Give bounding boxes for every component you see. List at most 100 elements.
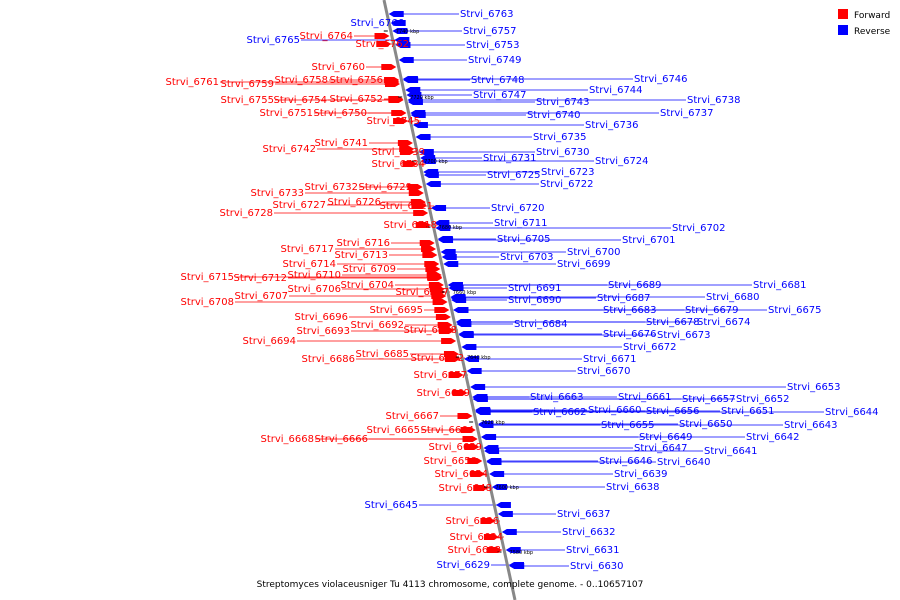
gene-label-strvi_6694[interactable]: Strvi_6694 <box>242 336 296 347</box>
gene-label-strvi_6720[interactable]: Strvi_6720 <box>491 203 545 214</box>
gene-label-strvi_6666[interactable]: Strvi_6666 <box>314 434 368 445</box>
gene-label-strvi_6749[interactable]: Strvi_6749 <box>468 55 522 66</box>
gene-label-strvi_6703[interactable]: Strvi_6703 <box>500 252 554 263</box>
gene-label-strvi_6759[interactable]: Strvi_6759 <box>220 79 274 90</box>
gene-label-strvi_6675[interactable]: Strvi_6675 <box>768 305 822 316</box>
gene-label-strvi_6730[interactable]: Strvi_6730 <box>536 147 590 158</box>
gene-label-strvi_6634[interactable]: Strvi_6634 <box>449 532 503 543</box>
gene-label-strvi_6665[interactable]: Strvi_6665 <box>366 425 420 436</box>
gene-label-strvi_6660[interactable]: Strvi_6660 <box>588 405 642 416</box>
gene-label-strvi_6696[interactable]: Strvi_6696 <box>294 312 348 323</box>
gene-label-strvi_6684[interactable]: Strvi_6684 <box>514 319 568 330</box>
gene-label-strvi_6678[interactable]: Strvi_6678 <box>646 317 700 328</box>
gene-label-strvi_6752[interactable]: Strvi_6752 <box>329 94 383 105</box>
gene-label-strvi_6706[interactable]: Strvi_6706 <box>287 284 341 295</box>
gene-label-strvi_6677[interactable]: Strvi_6677 <box>413 370 467 381</box>
gene-label-strvi_6743[interactable]: Strvi_6743 <box>536 97 590 108</box>
gene-label-strvi_6642[interactable]: Strvi_6642 <box>746 432 800 443</box>
gene-label-strvi_6715[interactable]: Strvi_6715 <box>180 272 234 283</box>
gene-label-strvi_6633[interactable]: Strvi_6633 <box>447 545 501 556</box>
gene-label-strvi_6656[interactable]: Strvi_6656 <box>646 406 700 417</box>
gene-label-strvi_6732[interactable]: Strvi_6732 <box>304 182 358 193</box>
gene-label-strvi_6765[interactable]: Strvi_6765 <box>246 35 300 46</box>
gene-label-strvi_6693[interactable]: Strvi_6693 <box>296 326 350 337</box>
gene-label-strvi_6718[interactable]: Strvi_6718 <box>383 220 437 231</box>
gene-label-strvi_6688[interactable]: Strvi_6688 <box>403 325 457 336</box>
gene-label-strvi_6639[interactable]: Strvi_6639 <box>614 469 668 480</box>
gene-label-strvi_6712[interactable]: Strvi_6712 <box>233 273 287 284</box>
gene-label-strvi_6658[interactable]: Strvi_6658 <box>423 456 477 467</box>
gene-label-strvi_6689[interactable]: Strvi_6689 <box>608 280 662 291</box>
gene-label-strvi_6701[interactable]: Strvi_6701 <box>622 235 676 246</box>
gene-label-strvi_6729[interactable]: Strvi_6729 <box>358 182 412 193</box>
gene-label-strvi_6629[interactable]: Strvi_6629 <box>436 560 490 571</box>
gene-label-strvi_6740[interactable]: Strvi_6740 <box>527 110 581 121</box>
gene-label-strvi_6754[interactable]: Strvi_6754 <box>273 95 327 106</box>
gene-label-strvi_6734[interactable]: Strvi_6734 <box>371 159 425 170</box>
gene-label-strvi_6750[interactable]: Strvi_6750 <box>313 108 367 119</box>
gene-label-strvi_6676[interactable]: Strvi_6676 <box>603 329 657 340</box>
gene-label-strvi_6710[interactable]: Strvi_6710 <box>287 270 341 281</box>
gene-label-strvi_6717[interactable]: Strvi_6717 <box>280 244 334 255</box>
gene-label-strvi_6683[interactable]: Strvi_6683 <box>603 305 657 316</box>
gene-label-strvi_6764[interactable]: Strvi_6764 <box>299 31 353 42</box>
gene-label-strvi_6751[interactable]: Strvi_6751 <box>259 108 313 119</box>
gene-label-strvi_6757[interactable]: Strvi_6757 <box>463 26 517 37</box>
gene-label-strvi_6748[interactable]: Strvi_6748 <box>471 75 525 86</box>
gene-label-strvi_6640[interactable]: Strvi_6640 <box>657 457 711 468</box>
gene-label-strvi_6662[interactable]: Strvi_6662 <box>533 407 587 418</box>
gene-label-strvi_6653[interactable]: Strvi_6653 <box>787 382 841 393</box>
gene-label-strvi_6695[interactable]: Strvi_6695 <box>369 305 423 316</box>
gene-label-strvi_6702[interactable]: Strvi_6702 <box>672 223 726 234</box>
gene-label-strvi_6630[interactable]: Strvi_6630 <box>570 561 624 572</box>
gene-label-strvi_6726[interactable]: Strvi_6726 <box>327 197 381 208</box>
gene-label-strvi_6766[interactable]: Strvi_6766 <box>350 18 404 29</box>
gene-label-strvi_6736[interactable]: Strvi_6736 <box>585 120 639 131</box>
gene-label-strvi_6731[interactable]: Strvi_6731 <box>483 153 537 164</box>
gene-label-strvi_6761[interactable]: Strvi_6761 <box>165 77 219 88</box>
gene-label-strvi_6721[interactable]: Strvi_6721 <box>379 201 433 212</box>
gene-label-strvi_6708[interactable]: Strvi_6708 <box>180 297 234 308</box>
gene-label-strvi_6756[interactable]: Strvi_6756 <box>329 75 383 86</box>
gene-label-strvi_6700[interactable]: Strvi_6700 <box>567 247 621 258</box>
gene-label-strvi_6713[interactable]: Strvi_6713 <box>334 250 388 261</box>
gene-label-strvi_6647[interactable]: Strvi_6647 <box>634 443 688 454</box>
gene-label-strvi_6652[interactable]: Strvi_6652 <box>736 394 790 405</box>
gene-label-strvi_6738[interactable]: Strvi_6738 <box>687 95 741 106</box>
gene-label-strvi_6716[interactable]: Strvi_6716 <box>336 238 390 249</box>
gene-label-strvi_6651[interactable]: Strvi_6651 <box>721 406 775 417</box>
gene-label-strvi_6762[interactable]: Strvi_6762 <box>355 39 409 50</box>
gene-label-strvi_6648[interactable]: Strvi_6648 <box>438 483 492 494</box>
gene-label-strvi_6680[interactable]: Strvi_6680 <box>706 292 760 303</box>
gene-label-strvi_6699[interactable]: Strvi_6699 <box>557 259 611 270</box>
gene-label-strvi_6685[interactable]: Strvi_6685 <box>355 349 409 360</box>
gene-label-strvi_6739[interactable]: Strvi_6739 <box>371 147 425 158</box>
gene-label-strvi_6714[interactable]: Strvi_6714 <box>282 259 336 270</box>
gene-label-strvi_6747[interactable]: Strvi_6747 <box>473 90 527 101</box>
gene-label-strvi_6654[interactable]: Strvi_6654 <box>434 469 488 480</box>
gene-label-strvi_6733[interactable]: Strvi_6733 <box>250 188 304 199</box>
gene-label-strvi_6744[interactable]: Strvi_6744 <box>589 85 643 96</box>
gene-label-strvi_6632[interactable]: Strvi_6632 <box>562 527 616 538</box>
gene-label-strvi_6670[interactable]: Strvi_6670 <box>577 366 631 377</box>
gene-label-strvi_6763[interactable]: Strvi_6763 <box>460 9 514 20</box>
gene-label-strvi_6755[interactable]: Strvi_6755 <box>220 95 274 106</box>
gene-label-strvi_6638[interactable]: Strvi_6638 <box>606 482 660 493</box>
gene-label-strvi_6646[interactable]: Strvi_6646 <box>599 456 653 467</box>
gene-label-strvi_6631[interactable]: Strvi_6631 <box>566 545 620 556</box>
gene-label-strvi_6687[interactable]: Strvi_6687 <box>597 293 651 304</box>
gene-label-strvi_6690[interactable]: Strvi_6690 <box>508 295 562 306</box>
gene-label-strvi_6682[interactable]: Strvi_6682 <box>410 353 464 364</box>
gene-label-strvi_6735[interactable]: Strvi_6735 <box>533 132 587 143</box>
gene-label-strvi_6661[interactable]: Strvi_6661 <box>618 392 672 403</box>
gene-label-strvi_6664[interactable]: Strvi_6664 <box>420 425 474 436</box>
gene-label-strvi_6659[interactable]: Strvi_6659 <box>428 442 482 453</box>
gene-label-strvi_6672[interactable]: Strvi_6672 <box>623 342 677 353</box>
gene-label-strvi_6709[interactable]: Strvi_6709 <box>342 264 396 275</box>
gene-label-strvi_6753[interactable]: Strvi_6753 <box>466 40 520 51</box>
gene-label-strvi_6722[interactable]: Strvi_6722 <box>540 179 594 190</box>
gene-label-strvi_6742[interactable]: Strvi_6742 <box>262 144 316 155</box>
gene-label-strvi_6737[interactable]: Strvi_6737 <box>660 108 714 119</box>
gene-label-strvi_6686[interactable]: Strvi_6686 <box>301 354 355 365</box>
